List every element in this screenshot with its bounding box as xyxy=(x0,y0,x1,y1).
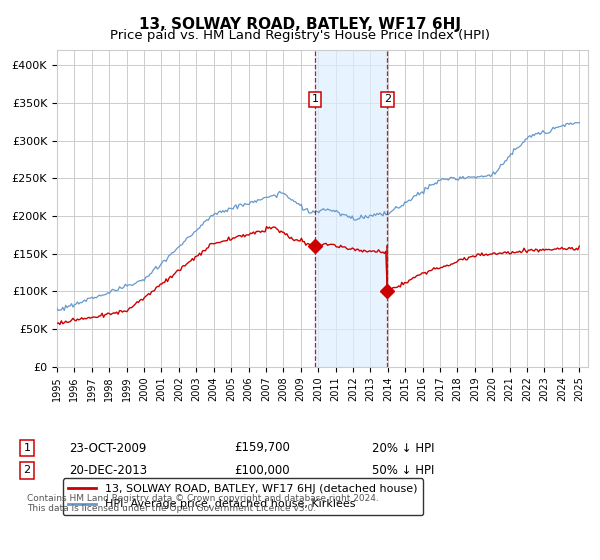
Text: 1: 1 xyxy=(311,95,319,105)
Text: 50% ↓ HPI: 50% ↓ HPI xyxy=(372,464,434,477)
Text: 13, SOLWAY ROAD, BATLEY, WF17 6HJ: 13, SOLWAY ROAD, BATLEY, WF17 6HJ xyxy=(139,17,461,32)
Text: Price paid vs. HM Land Registry's House Price Index (HPI): Price paid vs. HM Land Registry's House … xyxy=(110,29,490,42)
Text: 1: 1 xyxy=(23,443,31,453)
Text: 2: 2 xyxy=(23,465,31,475)
Text: 23-OCT-2009: 23-OCT-2009 xyxy=(69,441,146,455)
Bar xyxy=(315,50,387,367)
Text: £159,700: £159,700 xyxy=(234,441,290,455)
Text: £100,000: £100,000 xyxy=(234,464,290,477)
Text: 2: 2 xyxy=(384,95,391,105)
Text: 20% ↓ HPI: 20% ↓ HPI xyxy=(372,441,434,455)
Text: Contains HM Land Registry data © Crown copyright and database right 2024.
This d: Contains HM Land Registry data © Crown c… xyxy=(27,494,379,514)
Text: 20-DEC-2013: 20-DEC-2013 xyxy=(69,464,147,477)
Legend: 13, SOLWAY ROAD, BATLEY, WF17 6HJ (detached house), HPI: Average price, detached: 13, SOLWAY ROAD, BATLEY, WF17 6HJ (detac… xyxy=(62,478,423,515)
